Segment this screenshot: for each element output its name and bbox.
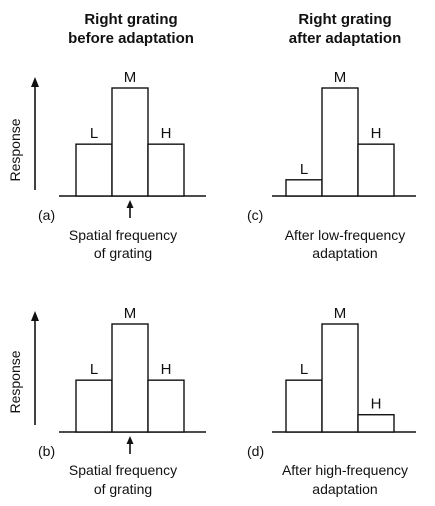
y-axis-top: Response [7,77,39,190]
panel-letter: (b) [38,443,55,459]
arrow-up-icon [31,77,39,87]
column-title-right-line2: after adaptation [289,30,402,47]
panel-letter: (d) [247,443,264,459]
panel-b: L M H (b) Spatial frequency of grating [38,305,206,497]
caption-line2: of grating [94,481,152,497]
bar-m [321,87,359,197]
column-title-left-line1: Right grating [84,11,177,28]
y-axis-bottom: Response [7,311,39,425]
panel-d: L M H (d) After high-frequency adaptation [247,305,416,497]
caption-line1: After high-frequency [282,462,408,478]
panel-letter: (c) [247,207,263,223]
arrow-up-icon [126,436,134,444]
column-title-left: Right grating before adaptation [68,11,194,47]
y-axis-top-label: Response [7,118,23,181]
bar-m [321,323,359,433]
bar-label-h: H [161,361,172,378]
caption-line2: adaptation [312,481,377,497]
column-title-left-line2: before adaptation [68,30,194,47]
bar-label-m: M [124,69,137,86]
bar-label-l: L [300,161,308,178]
bar-h [357,414,395,433]
caption-line1: Spatial frequency [69,462,177,478]
panel-c: L M H (c) After low-frequency adaptation [247,69,416,261]
bar-label-h: H [161,125,172,142]
arrow-up-icon [31,311,39,321]
arrow-up-icon [126,200,134,208]
bar-h [147,379,185,433]
bar-l [75,379,113,433]
caption-line1: Spatial frequency [69,227,177,243]
bar-label-m: M [334,69,347,86]
column-title-right-line1: Right grating [298,11,391,28]
bar-m [111,323,149,433]
panel-letter: (a) [38,207,55,223]
y-axis-bottom-label: Response [7,350,23,413]
caption-line1: After low-frequency [285,227,406,243]
bar-h [147,143,185,197]
bar-label-m: M [124,305,137,322]
bar-label-h: H [371,396,382,413]
bar-m [111,87,149,197]
bar-l [285,179,323,197]
bar-l [285,379,323,433]
panel-a: L M H (a) Spatial frequency of grating [38,69,206,261]
caption-line2: of grating [94,245,152,261]
bar-label-h: H [371,125,382,142]
bar-l [75,143,113,197]
caption-line2: adaptation [312,245,377,261]
bar-label-m: M [334,305,347,322]
bar-label-l: L [90,125,98,142]
column-title-right: Right grating after adaptation [289,11,402,47]
bar-h [357,143,395,197]
bar-label-l: L [300,361,308,378]
bar-label-l: L [90,361,98,378]
